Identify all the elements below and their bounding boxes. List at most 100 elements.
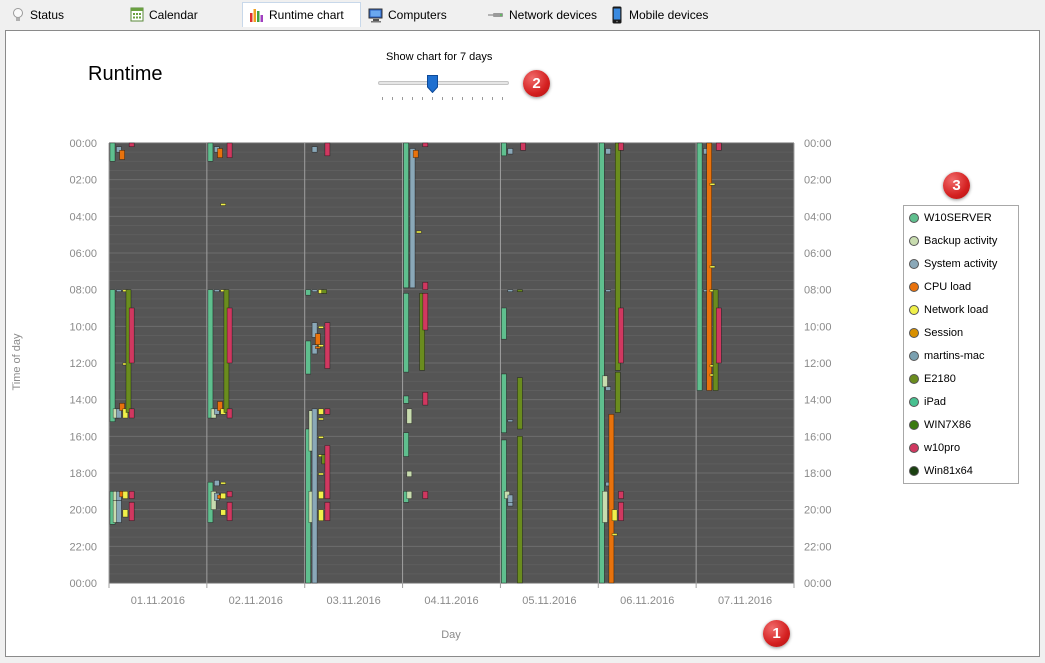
runtime-bar: [598, 142, 605, 584]
runtime-bar: [214, 289, 220, 293]
tab-label: Calendar: [149, 7, 198, 22]
y-tick-label-right: 14:00: [804, 395, 832, 407]
runtime-bar: [318, 472, 324, 476]
legend-label: iPad: [924, 396, 947, 408]
runtime-bar: [501, 307, 507, 340]
tab-label: Computers: [388, 7, 447, 22]
x-tick-label: 05.11.2016: [522, 595, 576, 607]
runtime-bar: [507, 148, 514, 155]
legend-swatch: [909, 213, 919, 223]
runtime-bar: [321, 289, 328, 294]
runtime-bar: [318, 344, 324, 348]
runtime-bar: [517, 289, 523, 293]
tab-network-devices[interactable]: Network devices: [481, 2, 603, 27]
legend-swatch: [909, 466, 919, 476]
callout-badge-2: 2: [523, 70, 550, 97]
tab-mobile-devices[interactable]: Mobile devices: [603, 2, 714, 27]
runtime-bar: [214, 479, 220, 487]
legend-item: Win81x64: [909, 462, 973, 480]
y-tick-label-right: 18:00: [804, 468, 832, 480]
runtime-bar: [517, 377, 523, 430]
legend-swatch: [909, 443, 919, 453]
runtime-bar: [314, 346, 321, 349]
runtime-bar: [116, 289, 122, 293]
runtime-bar: [406, 408, 413, 424]
runtime-bar: [318, 408, 324, 415]
tab-label: Runtime chart: [269, 8, 344, 22]
runtime-bar: [314, 333, 321, 346]
runtime-bar: [324, 501, 331, 521]
tab-runtime-chart[interactable]: Runtime chart: [242, 2, 361, 27]
y-tick-label-right: 08:00: [804, 285, 832, 297]
runtime-bar: [217, 401, 223, 411]
days-slider-track[interactable]: [378, 81, 509, 85]
slider-label: Show chart for 7 days: [386, 51, 493, 63]
runtime-bar: [611, 533, 618, 536]
runtime-bar: [128, 490, 135, 499]
legend-swatch: [909, 259, 919, 269]
runtime-bar: [324, 445, 331, 500]
legend-label: Win81x64: [924, 465, 973, 477]
y-tick-label-right: 20:00: [804, 505, 832, 517]
x-tick-label: 03.11.2016: [327, 595, 381, 607]
tab-bar: Status Calendar Runtime chart Computers …: [0, 0, 1045, 28]
runtime-bar: [226, 408, 233, 419]
y-tick-label-left: 08:00: [69, 285, 97, 297]
x-tick-label: 04.11.2016: [424, 595, 478, 607]
legend-item: Network load: [909, 301, 988, 319]
runtime-bar: [507, 494, 514, 503]
days-slider-thumb[interactable]: [427, 75, 438, 94]
mobile-phone-icon: [609, 6, 625, 23]
tab-status[interactable]: Status: [4, 2, 70, 27]
runtime-bar: [614, 142, 621, 371]
runtime-bar: [311, 289, 318, 293]
runtime-bar: [507, 501, 514, 507]
legend-item: WIN7X86: [909, 416, 971, 434]
x-tick-label: 07.11.2016: [718, 595, 772, 607]
runtime-bar: [122, 408, 129, 419]
runtime-bar: [412, 150, 419, 158]
computer-icon: [368, 7, 384, 23]
legend-item: w10pro: [909, 439, 960, 457]
y-tick-label-right: 16:00: [804, 431, 832, 443]
y-tick-label-right: 04:00: [804, 211, 832, 223]
tab-computers[interactable]: Computers: [362, 2, 453, 27]
legend-swatch: [909, 374, 919, 384]
runtime-bar: [311, 146, 318, 153]
y-tick-label-left: 00:00: [69, 578, 97, 590]
chart-legend: W10SERVER Backup activity System activity C…: [903, 205, 1019, 484]
y-tick-label-right: 06:00: [804, 248, 832, 260]
legend-swatch: [909, 397, 919, 407]
runtime-bar: [119, 402, 125, 411]
y-tick-label-left: 10:00: [69, 321, 97, 333]
runtime-bar: [416, 230, 422, 234]
y-tick-label-left: 18:00: [69, 468, 97, 480]
runtime-bar: [611, 509, 618, 522]
runtime-bar: [715, 142, 722, 151]
legend-label: WIN7X86: [924, 419, 972, 431]
runtime-bar: [128, 307, 135, 364]
legend-swatch: [909, 282, 919, 292]
runtime-bar: [324, 322, 331, 369]
runtime-bar: [403, 432, 409, 457]
legend-label: Backup activity: [924, 235, 998, 247]
y-tick-label-right: 22:00: [804, 541, 832, 553]
legend-swatch: [909, 236, 919, 246]
legend-label: w10pro: [924, 442, 961, 454]
tab-calendar[interactable]: Calendar: [123, 2, 204, 27]
runtime-bar: [618, 142, 624, 151]
y-tick-label-right: 12:00: [804, 358, 832, 370]
runtime-bar: [419, 292, 425, 371]
y-tick-label-left: 02:00: [69, 175, 97, 187]
runtime-bar: [602, 490, 608, 523]
runtime-bar: [403, 292, 409, 373]
runtime-bar: [226, 501, 233, 521]
y-tick-label-left: 22:00: [69, 541, 97, 553]
page-title: Runtime: [88, 63, 163, 85]
x-tick-label: 01.11.2016: [131, 595, 185, 607]
runtime-bar: [602, 375, 608, 388]
runtime-bar: [116, 408, 122, 419]
runtime-bar: [501, 142, 507, 157]
network-device-icon: [487, 7, 505, 23]
runtime-bar: [122, 509, 129, 518]
